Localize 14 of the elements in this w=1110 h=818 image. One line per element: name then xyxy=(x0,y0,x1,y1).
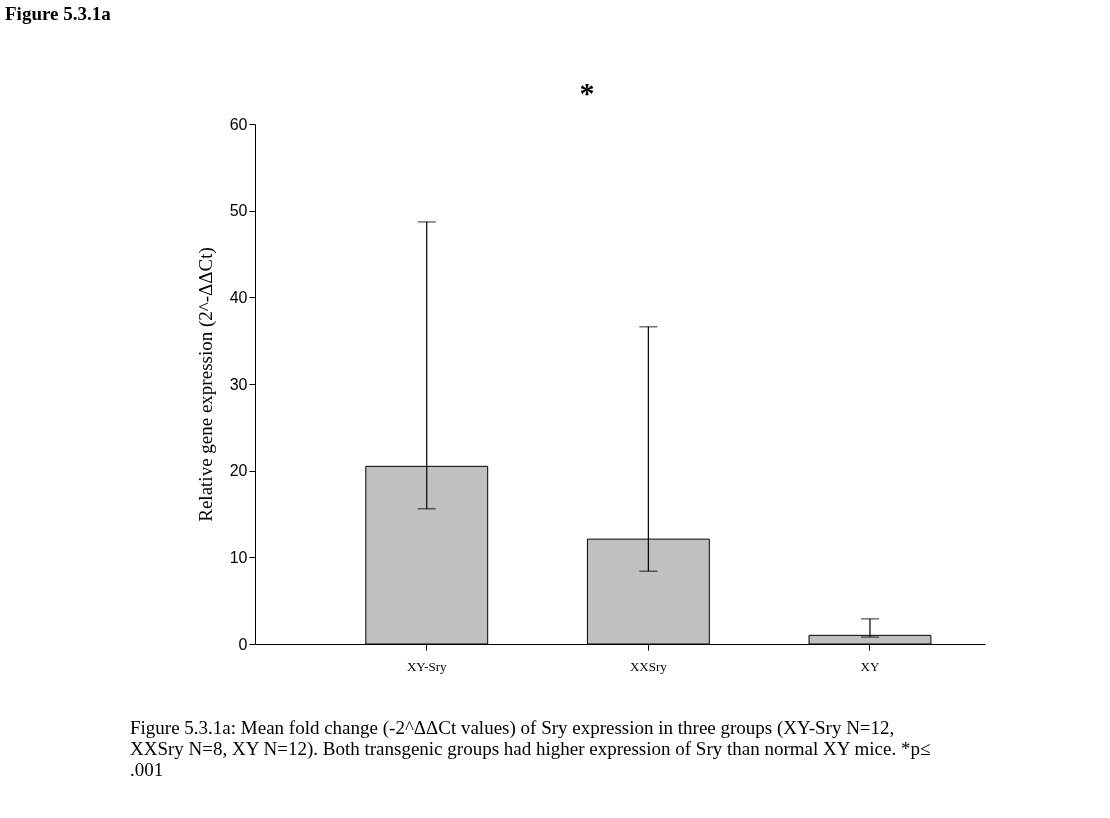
x-tick-label: XY-Sry xyxy=(406,658,448,674)
x-tick-label: XXSry xyxy=(629,658,668,674)
text: * xyxy=(579,76,595,109)
y-tick-label: 40 xyxy=(229,288,248,306)
y-tick-label: 0 xyxy=(238,635,248,653)
y-tick-label: 20 xyxy=(229,462,248,480)
caption: Figure 5.3.1a: Mean fold change (-2^ΔΔCt values) of Sry expression in three groups (XY-Sry N=12, XXSry N=8, XY N=12). Both transgenic groups had higher expression of Sry than normal XY mice. *p≤ .001 xyxy=(130,717,931,780)
x-tick-label: XY xyxy=(860,658,880,674)
y-axis-title: Relative gene expression (2^-ΔΔCt) xyxy=(194,247,217,522)
text: Figure 5.3.1a xyxy=(5,3,112,24)
y-tick-label: 30 xyxy=(229,375,248,393)
y-tick-label: 50 xyxy=(229,202,248,220)
y-tick-label: 60 xyxy=(229,115,248,133)
y-tick-label: 10 xyxy=(229,548,248,566)
